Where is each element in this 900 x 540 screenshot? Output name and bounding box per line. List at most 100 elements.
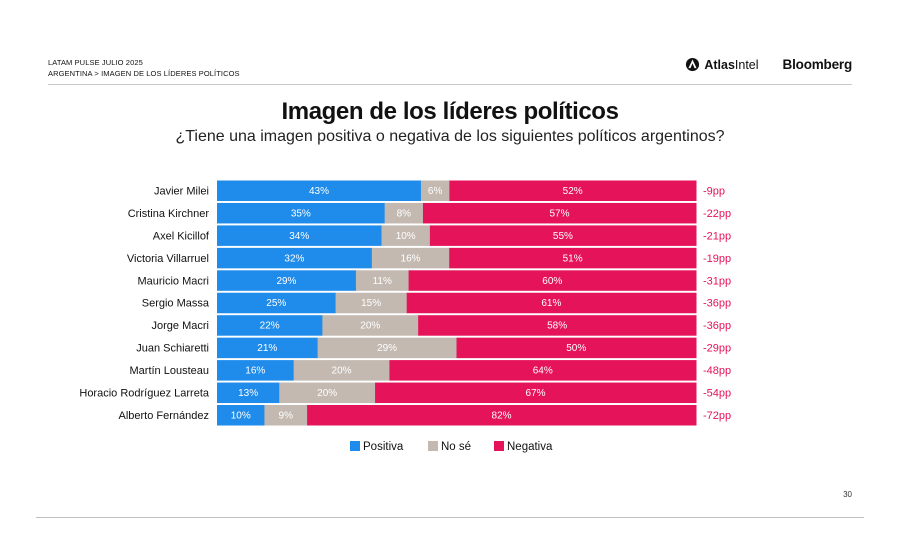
category-label: Victoria Villarruel <box>127 253 209 265</box>
net-label: -19pp <box>703 253 731 265</box>
bar-segment-positiva <box>217 382 280 404</box>
legend-label: Positiva <box>363 441 404 453</box>
net-label: -29pp <box>703 343 731 355</box>
data-label: 55% <box>553 231 573 242</box>
bar-segment-no-s- <box>317 337 457 359</box>
legend-swatch <box>350 441 360 451</box>
category-label: Juan Schiaretti <box>136 343 209 355</box>
data-label: 25% <box>266 298 286 309</box>
bar-segment-positiva <box>217 180 422 201</box>
net-label: -36pp <box>703 298 731 310</box>
bar-segment-negativa <box>408 270 697 291</box>
net-label: -31pp <box>703 275 731 287</box>
data-label: 82% <box>492 410 512 421</box>
data-label: 10% <box>231 410 251 421</box>
data-label: 67% <box>526 388 546 399</box>
report-header: LATAM PULSE JULIO 2025 ARGENTINA > IMAGE… <box>48 57 240 79</box>
net-label: -72pp <box>703 410 731 422</box>
data-label: 64% <box>533 366 553 377</box>
bar-segment-positiva <box>217 247 373 269</box>
data-label: 16% <box>245 366 265 377</box>
data-label: 10% <box>396 231 416 242</box>
bar-segment-negativa <box>418 315 697 336</box>
footer-divider <box>36 517 864 518</box>
bar-segment-no-s- <box>420 180 450 201</box>
data-label: 8% <box>397 208 412 219</box>
data-label: 50% <box>566 343 586 354</box>
bloomberg-logo: Bloomberg <box>782 57 853 72</box>
bar-segment-no-s- <box>371 247 450 269</box>
bar-segment-positiva <box>217 202 386 224</box>
data-label: 61% <box>541 298 561 309</box>
data-label: 32% <box>284 253 304 264</box>
data-label: 11% <box>373 276 392 287</box>
net-label: -22pp <box>703 208 731 220</box>
data-label: 29% <box>377 343 397 354</box>
legend-label: Negativa <box>507 441 553 453</box>
bar-segment-negativa <box>406 292 697 314</box>
category-label: Jorge Macri <box>152 320 209 332</box>
bar-segment-no-s- <box>381 225 431 246</box>
bar-segment-negativa <box>307 405 697 426</box>
bar-segment-no-s- <box>279 382 376 404</box>
data-label: 43% <box>309 186 329 197</box>
report-series-label: LATAM PULSE JULIO 2025 <box>48 58 143 67</box>
bar-segment-no-s- <box>264 405 308 426</box>
data-label: 22% <box>260 321 280 332</box>
legend-swatch <box>428 441 438 451</box>
data-label: 34% <box>289 231 309 242</box>
chart-subtitle: ¿Tiene una imagen positiva o negativa de… <box>175 128 725 145</box>
category-label: Mauricio Macri <box>137 275 209 287</box>
bar-segment-negativa <box>449 247 697 269</box>
data-label: 52% <box>563 186 583 197</box>
bar-segment-positiva <box>217 270 357 291</box>
category-label: Javier Milei <box>154 185 209 197</box>
bar-segment-negativa <box>389 360 697 381</box>
bar-segment-negativa <box>456 337 697 359</box>
category-label: Sergio Massa <box>142 298 210 310</box>
data-label: 35% <box>291 208 311 219</box>
bar-segment-negativa <box>422 202 697 224</box>
bar-segment-positiva <box>217 315 323 336</box>
data-label: 51% <box>563 253 583 264</box>
category-label: Cristina Kirchner <box>128 208 210 220</box>
bar-segment-positiva <box>217 405 265 426</box>
bar-segment-negativa <box>449 180 697 201</box>
logos: AtlasIntel Bloomberg <box>685 57 852 72</box>
data-label: 20% <box>317 388 337 399</box>
data-label: 29% <box>276 276 296 287</box>
bar-segment-negativa <box>375 382 697 404</box>
data-label: 58% <box>547 321 567 332</box>
bar-segment-no-s- <box>293 360 390 381</box>
data-label: 15% <box>361 298 381 309</box>
category-label: Horacio Rodríguez Larreta <box>79 388 210 400</box>
bar-segment-positiva <box>217 225 383 246</box>
atlas-brand-part: Atlas <box>704 57 735 72</box>
chart-title: Imagen de los líderes políticos <box>281 98 619 125</box>
net-label: -48pp <box>703 365 731 377</box>
bar-segment-no-s- <box>322 315 419 336</box>
header-divider <box>48 84 852 85</box>
net-label: -21pp <box>703 230 731 242</box>
data-label: 20% <box>332 366 352 377</box>
data-label: 13% <box>238 388 258 399</box>
bar-segment-positiva <box>217 360 295 381</box>
bar-segment-positiva <box>217 292 337 314</box>
intel-brand-part: Intel <box>734 57 759 72</box>
category-label: Martín Lousteau <box>130 365 210 377</box>
data-label: 20% <box>360 321 380 332</box>
data-label: 21% <box>257 343 277 354</box>
atlasintel-mark-icon <box>686 57 700 72</box>
data-label: 9% <box>279 410 294 421</box>
bar-segment-no-s- <box>355 270 410 291</box>
data-label: 6% <box>428 186 443 197</box>
bar-segment-no-s- <box>335 292 408 314</box>
bar-segment-negativa <box>429 225 697 246</box>
net-label: -54pp <box>703 388 731 400</box>
data-label: 16% <box>401 253 421 264</box>
category-label: Alberto Fernández <box>119 410 210 422</box>
category-label: Axel Kicillof <box>153 230 210 242</box>
page-number: 30 <box>843 490 852 499</box>
net-label: -9pp <box>703 185 725 197</box>
